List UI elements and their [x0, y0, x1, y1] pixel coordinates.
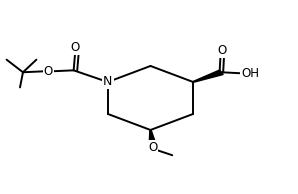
Text: O: O: [44, 65, 53, 78]
Text: O: O: [218, 44, 227, 57]
Polygon shape: [193, 70, 223, 82]
Text: N: N: [103, 75, 113, 88]
Polygon shape: [149, 130, 157, 147]
Text: O: O: [71, 41, 80, 54]
Text: O: O: [148, 141, 158, 154]
Text: OH: OH: [241, 67, 259, 80]
